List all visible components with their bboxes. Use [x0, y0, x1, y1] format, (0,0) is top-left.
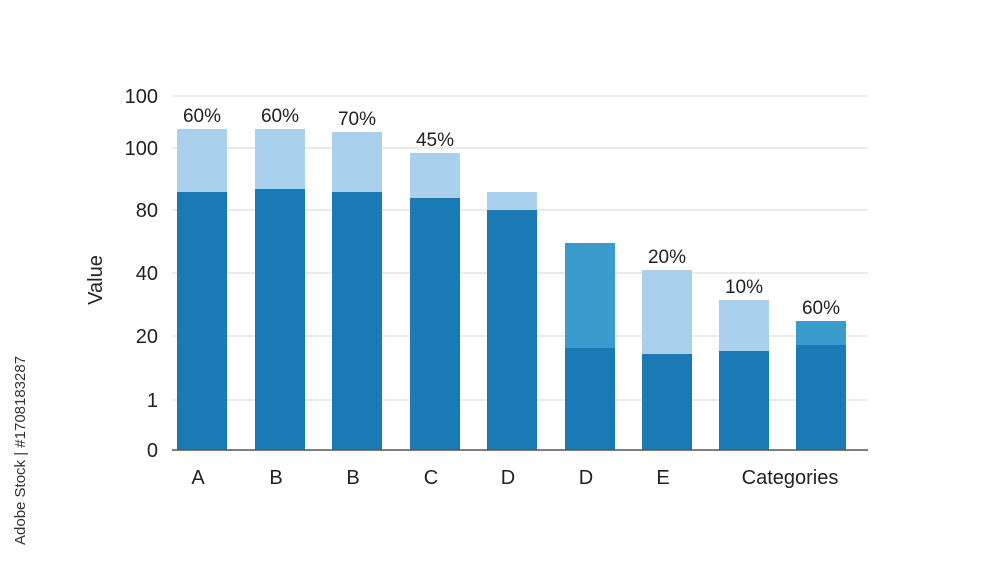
bar-segment-top [719, 300, 769, 351]
y-tick-label: 40 [136, 263, 158, 285]
data-label: 60% [261, 106, 299, 127]
x-tick-label: C [424, 467, 438, 489]
data-label: 60% [183, 106, 221, 127]
bar-segment-top [255, 129, 305, 189]
x-tick-label: D [501, 467, 515, 489]
bar-segment-base [642, 354, 692, 450]
bar-segment-base [565, 348, 615, 450]
x-tick-label: B [269, 467, 282, 489]
bar-segment-top [642, 270, 692, 354]
bar-segment-top [796, 321, 846, 345]
y-tick-label: 1 [147, 390, 158, 412]
y-axis-ticks: 0 1 20 40 80 100 100 [125, 86, 158, 462]
bar-segment-base [796, 345, 846, 450]
bar-segment-base [177, 192, 227, 450]
bar-segment-base [255, 189, 305, 450]
bar-segment-top [410, 153, 460, 198]
bar-segment-base [487, 210, 537, 450]
y-tick-label: 0 [147, 440, 158, 462]
y-tick-label: 20 [136, 326, 158, 348]
y-tick-label: 80 [136, 200, 158, 222]
bar-segment-top [177, 129, 227, 192]
y-tick-label: 100 [125, 138, 158, 160]
bar-segment-base [410, 198, 460, 450]
data-labels: 60% 60% 70% 45% 20% 10% 60% [183, 106, 840, 319]
bar-segment-base [719, 351, 769, 450]
bar-segment-base [332, 192, 382, 450]
bar-segment-top [332, 132, 382, 192]
y-axis-label: Value [85, 255, 107, 305]
x-tick-label: A [191, 467, 205, 489]
bars [177, 129, 846, 450]
stock-credit: Adobe Stock | #1708183287 [12, 355, 29, 545]
data-label: 70% [338, 109, 376, 130]
x-tick-label: E [656, 467, 669, 489]
data-label: 45% [416, 130, 454, 151]
data-label: 20% [648, 247, 686, 268]
bar-segment-top [565, 243, 615, 348]
data-label: 10% [725, 277, 763, 298]
x-tick-label: B [346, 467, 359, 489]
y-tick-label: 100 [125, 86, 158, 108]
x-tick-label: D [579, 467, 593, 489]
x-axis-end-label: Categories [742, 467, 839, 489]
bar-segment-top [487, 192, 537, 210]
data-label: 60% [802, 298, 840, 319]
